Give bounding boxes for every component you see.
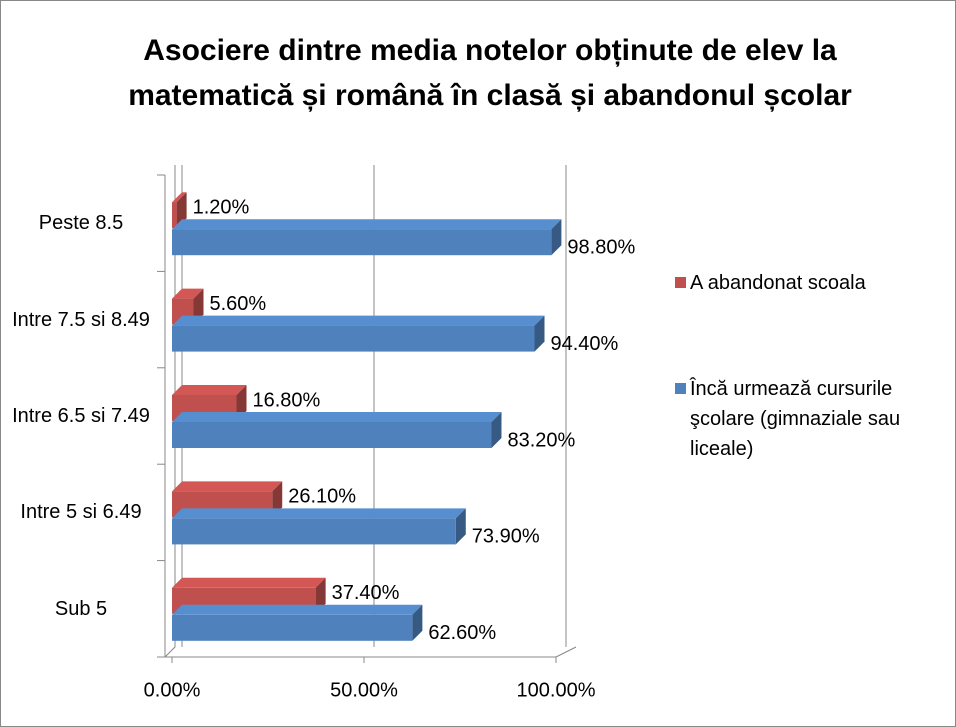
y-tick-label: Sub 5 — [54, 597, 108, 620]
x-tick-label: 100.00% — [517, 679, 596, 701]
bar-top — [172, 412, 502, 422]
value-label: 1.20% — [193, 196, 250, 218]
bar — [172, 614, 413, 641]
y-tick-label: Intre 6.5 si 7.49 — [12, 405, 150, 427]
bar-top — [172, 481, 283, 492]
y-tick-label: Peste 8.5 — [38, 212, 124, 235]
bar-side — [455, 508, 466, 545]
legend-swatch — [675, 277, 686, 288]
bar-side — [551, 219, 562, 256]
bar — [172, 422, 492, 448]
value-label: 73.90% — [472, 526, 540, 548]
bar-top — [172, 577, 326, 588]
value-label: 16.80% — [253, 389, 321, 411]
value-label: 5.60% — [210, 293, 267, 315]
x-tick-label: 50.00% — [330, 679, 398, 701]
value-label: 98.80% — [567, 236, 635, 258]
bar-side — [412, 604, 423, 641]
x-tick-label: 0.00% — [144, 679, 201, 701]
legend-swatch — [675, 383, 686, 394]
bar — [172, 229, 552, 256]
bar-top — [172, 288, 204, 299]
bar-side — [491, 412, 502, 448]
y-tick-label: Intre 7.5 si 8.49 — [12, 308, 150, 331]
value-label: 26.10% — [288, 486, 356, 508]
floor-right — [555, 646, 577, 658]
bar — [172, 518, 456, 545]
bar-top — [172, 604, 423, 615]
legend-label: A abandonat scoala — [690, 272, 866, 294]
y-tick-label: Intre 5 si 6.49 — [20, 501, 142, 524]
bar-side — [534, 315, 545, 352]
value-label: 62.60% — [428, 622, 496, 644]
bar-top — [172, 385, 247, 395]
value-label: 37.40% — [332, 582, 400, 604]
bar-top — [172, 508, 466, 519]
bar-top — [172, 219, 562, 230]
value-label: 94.40% — [550, 333, 618, 355]
bar-top — [172, 192, 187, 203]
bar — [172, 202, 177, 229]
chart-title: Asociere dintre media notelor obținute d… — [128, 34, 852, 112]
bar — [172, 325, 535, 352]
legend-label: Încă urmează cursurile şcolare (gimnazia… — [690, 378, 901, 460]
value-label: 83.20% — [507, 429, 575, 451]
bar-top — [172, 315, 545, 326]
